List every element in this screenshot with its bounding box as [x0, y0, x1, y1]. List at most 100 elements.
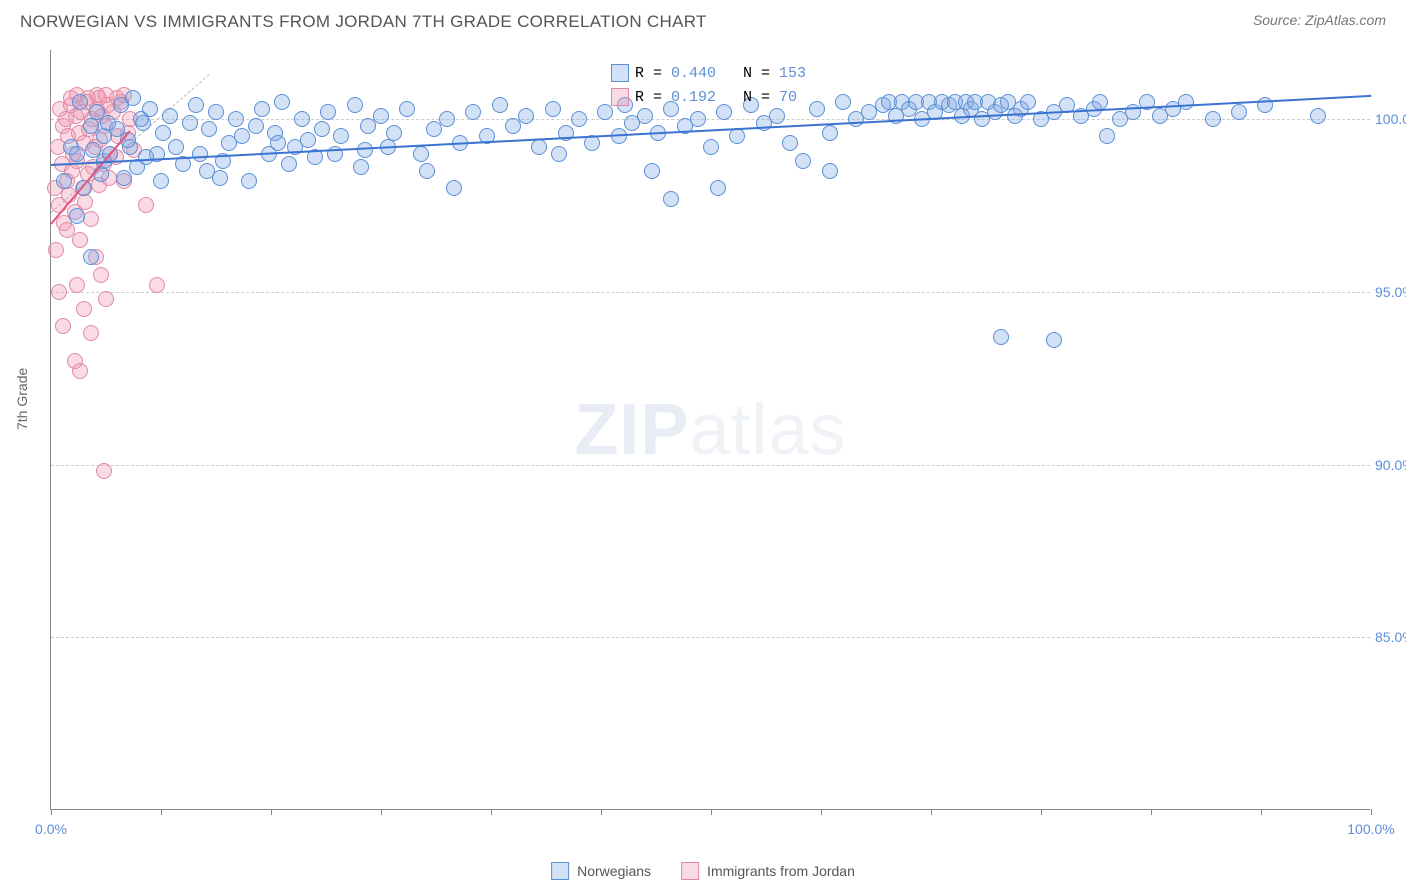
data-point-norwegians [710, 180, 726, 196]
legend-swatch-icon [681, 862, 699, 880]
x-tick [491, 809, 492, 815]
data-point-norwegians [518, 108, 534, 124]
data-point-norwegians [822, 163, 838, 179]
data-point-norwegians [439, 111, 455, 127]
data-point-norwegians [545, 101, 561, 117]
data-point-norwegians [333, 128, 349, 144]
data-point-norwegians [100, 115, 116, 131]
y-tick-label: 100.0% [1375, 111, 1406, 127]
data-point-norwegians [133, 111, 149, 127]
stat-text: R = 0.192 N = 70 [635, 89, 797, 106]
data-point-jordan [55, 318, 71, 334]
data-point-norwegians [716, 104, 732, 120]
data-point-norwegians [729, 128, 745, 144]
data-point-norwegians [56, 173, 72, 189]
data-point-norwegians [357, 142, 373, 158]
data-point-norwegians [125, 90, 141, 106]
data-point-norwegians [162, 108, 178, 124]
data-point-norwegians [822, 125, 838, 141]
data-point-norwegians [182, 115, 198, 131]
data-point-norwegians [270, 135, 286, 151]
data-point-norwegians [360, 118, 376, 134]
data-point-jordan [76, 301, 92, 317]
data-point-norwegians [69, 146, 85, 162]
stat-box-jordan: R = 0.192 N = 70 [611, 88, 797, 106]
data-point-norwegians [168, 139, 184, 155]
gridline [51, 292, 1370, 293]
stat-swatch-icon [611, 64, 629, 82]
x-tick [601, 809, 602, 815]
data-point-jordan [98, 291, 114, 307]
x-tick [271, 809, 272, 815]
data-point-norwegians [188, 97, 204, 113]
data-point-norwegians [347, 97, 363, 113]
data-point-norwegians [446, 180, 462, 196]
data-point-norwegians [314, 121, 330, 137]
data-point-norwegians [212, 170, 228, 186]
data-point-norwegians [690, 111, 706, 127]
data-point-norwegians [1020, 94, 1036, 110]
data-point-norwegians [426, 121, 442, 137]
data-point-norwegians [254, 101, 270, 117]
data-point-norwegians [386, 125, 402, 141]
data-point-norwegians [1099, 128, 1115, 144]
chart-legend: Norwegians Immigrants from Jordan [551, 862, 855, 880]
data-point-norwegians [353, 159, 369, 175]
data-point-norwegians [1092, 94, 1108, 110]
x-tick-label: 0.0% [35, 821, 67, 837]
y-tick-label: 95.0% [1375, 284, 1406, 300]
data-point-norwegians [551, 146, 567, 162]
x-tick [1041, 809, 1042, 815]
data-point-norwegians [465, 104, 481, 120]
data-point-norwegians [248, 118, 264, 134]
data-point-norwegians [274, 94, 290, 110]
data-point-norwegians [795, 153, 811, 169]
data-point-norwegians [208, 104, 224, 120]
data-point-norwegians [531, 139, 547, 155]
scatter-chart: ZIPatlas 85.0%90.0%95.0%100.0%0.0%100.0%… [50, 50, 1370, 810]
data-point-norwegians [138, 149, 154, 165]
data-point-norwegians [809, 101, 825, 117]
data-point-norwegians [993, 329, 1009, 345]
data-point-norwegians [1310, 108, 1326, 124]
x-tick [931, 809, 932, 815]
data-point-norwegians [69, 208, 85, 224]
data-point-norwegians [419, 163, 435, 179]
data-point-norwegians [72, 94, 88, 110]
data-point-norwegians [155, 125, 171, 141]
data-point-norwegians [782, 135, 798, 151]
watermark: ZIPatlas [574, 389, 846, 471]
legend-label: Norwegians [577, 863, 651, 879]
data-point-norwegians [492, 97, 508, 113]
data-point-norwegians [835, 94, 851, 110]
x-tick [1371, 809, 1372, 815]
gridline [51, 637, 1370, 638]
data-point-norwegians [1178, 94, 1194, 110]
x-tick [1151, 809, 1152, 815]
data-point-norwegians [505, 118, 521, 134]
data-point-jordan [59, 222, 75, 238]
data-point-norwegians [234, 128, 250, 144]
data-point-norwegians [644, 163, 660, 179]
legend-item-norwegians: Norwegians [551, 862, 651, 880]
data-point-norwegians [1205, 111, 1221, 127]
data-point-norwegians [663, 191, 679, 207]
data-point-norwegians [373, 108, 389, 124]
data-point-norwegians [83, 249, 99, 265]
data-point-jordan [69, 277, 85, 293]
x-tick [1261, 809, 1262, 815]
y-axis-label: 7th Grade [14, 368, 30, 430]
data-point-norwegians [1231, 104, 1247, 120]
data-point-norwegians [399, 101, 415, 117]
y-tick-label: 85.0% [1375, 629, 1406, 645]
chart-title: NORWEGIAN VS IMMIGRANTS FROM JORDAN 7TH … [20, 12, 707, 32]
data-point-norwegians [192, 146, 208, 162]
data-point-norwegians [413, 146, 429, 162]
data-point-jordan [96, 463, 112, 479]
legend-item-jordan: Immigrants from Jordan [681, 862, 855, 880]
data-point-norwegians [571, 111, 587, 127]
data-point-jordan [138, 197, 154, 213]
x-tick [51, 809, 52, 815]
data-point-norwegians [637, 108, 653, 124]
x-tick [711, 809, 712, 815]
